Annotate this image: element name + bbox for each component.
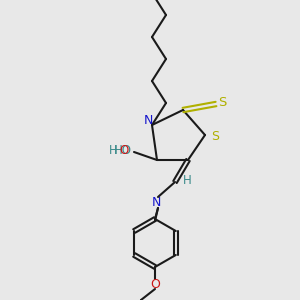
Text: S: S: [211, 130, 219, 143]
Text: H: H: [109, 145, 117, 158]
Text: HO: HO: [114, 143, 132, 157]
Text: O: O: [150, 278, 160, 290]
Text: H: H: [183, 173, 191, 187]
Text: N: N: [151, 196, 161, 209]
Text: N: N: [143, 115, 153, 128]
Text: O: O: [119, 145, 129, 158]
Text: S: S: [218, 95, 226, 109]
